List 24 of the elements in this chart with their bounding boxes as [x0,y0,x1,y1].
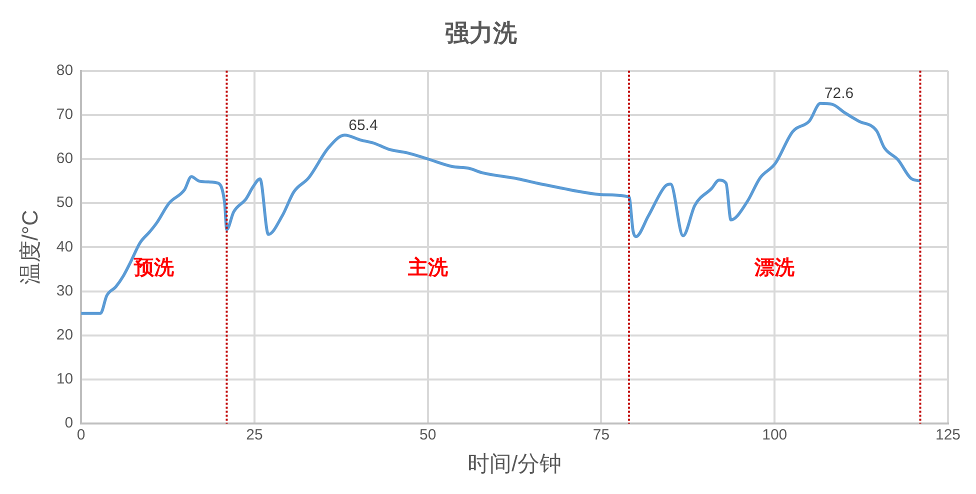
data-label: 72.6 [824,85,854,102]
y-tick-label: 0 [64,414,74,432]
y-tick-label: 20 [56,326,74,344]
annotation: 漂洗 [754,256,796,279]
annotation: 预洗 [132,256,175,279]
line-series [81,102,922,315]
y-tick-label: 30 [56,282,74,300]
annotation: 主洗 [406,256,449,279]
x-tick-label: 100 [762,426,788,444]
y-tick-label: 60 [56,150,74,168]
chart-title: 强力洗 [445,20,518,48]
y-tick-label: 10 [56,370,74,388]
x-tick-label: 50 [420,426,436,444]
y-tick-label: 50 [56,194,74,212]
x-tick-label: 25 [246,426,263,444]
y-tick-label: 40 [56,238,74,256]
x-axis-title: 时间/分钟 [467,450,562,476]
x-tick-label: 75 [592,426,610,444]
y-tick-label: 70 [56,106,74,124]
x-tick-label: 125 [935,426,961,444]
data-label: 65.4 [348,116,378,134]
y-tick-label: 80 [56,62,74,79]
y-axis-title: 温度/°C [17,210,42,285]
x-tick-label: 0 [76,426,86,444]
